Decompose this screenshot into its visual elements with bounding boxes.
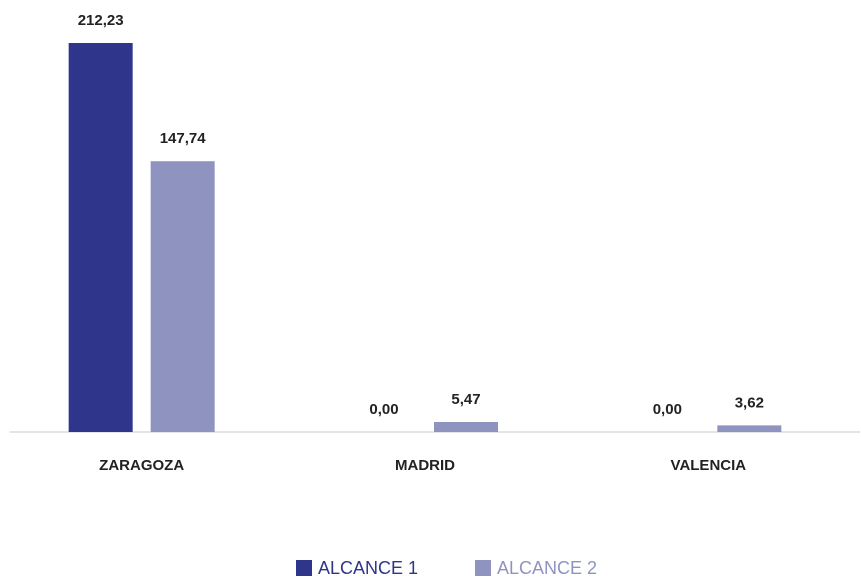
data-label: 212,23	[78, 12, 124, 29]
bar	[150, 161, 215, 432]
legend-label: ALCANCE 2	[497, 558, 597, 578]
data-label: 0,00	[369, 401, 398, 418]
legend-swatch	[475, 560, 491, 576]
data-label: 0,00	[653, 401, 682, 418]
data-label: 147,74	[160, 130, 207, 147]
x-tick-label: VALENCIA	[671, 457, 747, 474]
bar	[434, 421, 498, 432]
data-label: 3,62	[735, 394, 764, 411]
legend-swatch	[296, 560, 312, 576]
bar	[717, 425, 782, 432]
x-tick-label: MADRID	[395, 457, 455, 474]
legend-label: ALCANCE 1	[318, 558, 418, 578]
x-tick-label: ZARAGOZA	[99, 457, 184, 474]
data-label: 5,47	[451, 391, 480, 408]
bar	[68, 43, 133, 432]
